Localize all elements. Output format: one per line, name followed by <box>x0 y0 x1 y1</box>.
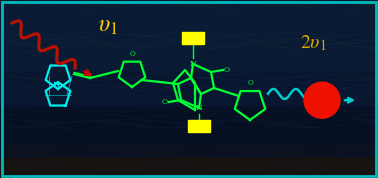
Text: O: O <box>129 50 135 58</box>
Text: Fe: Fe <box>53 81 63 89</box>
Text: O: O <box>247 79 253 87</box>
Text: N: N <box>195 104 203 112</box>
Text: N: N <box>189 60 197 68</box>
Text: O: O <box>224 66 230 74</box>
Text: O: O <box>162 98 168 106</box>
Bar <box>182 32 204 44</box>
Text: $2\upsilon_1$: $2\upsilon_1$ <box>300 33 326 53</box>
Circle shape <box>304 82 340 118</box>
Text: $\upsilon_1$: $\upsilon_1$ <box>98 14 118 38</box>
Bar <box>188 120 210 132</box>
